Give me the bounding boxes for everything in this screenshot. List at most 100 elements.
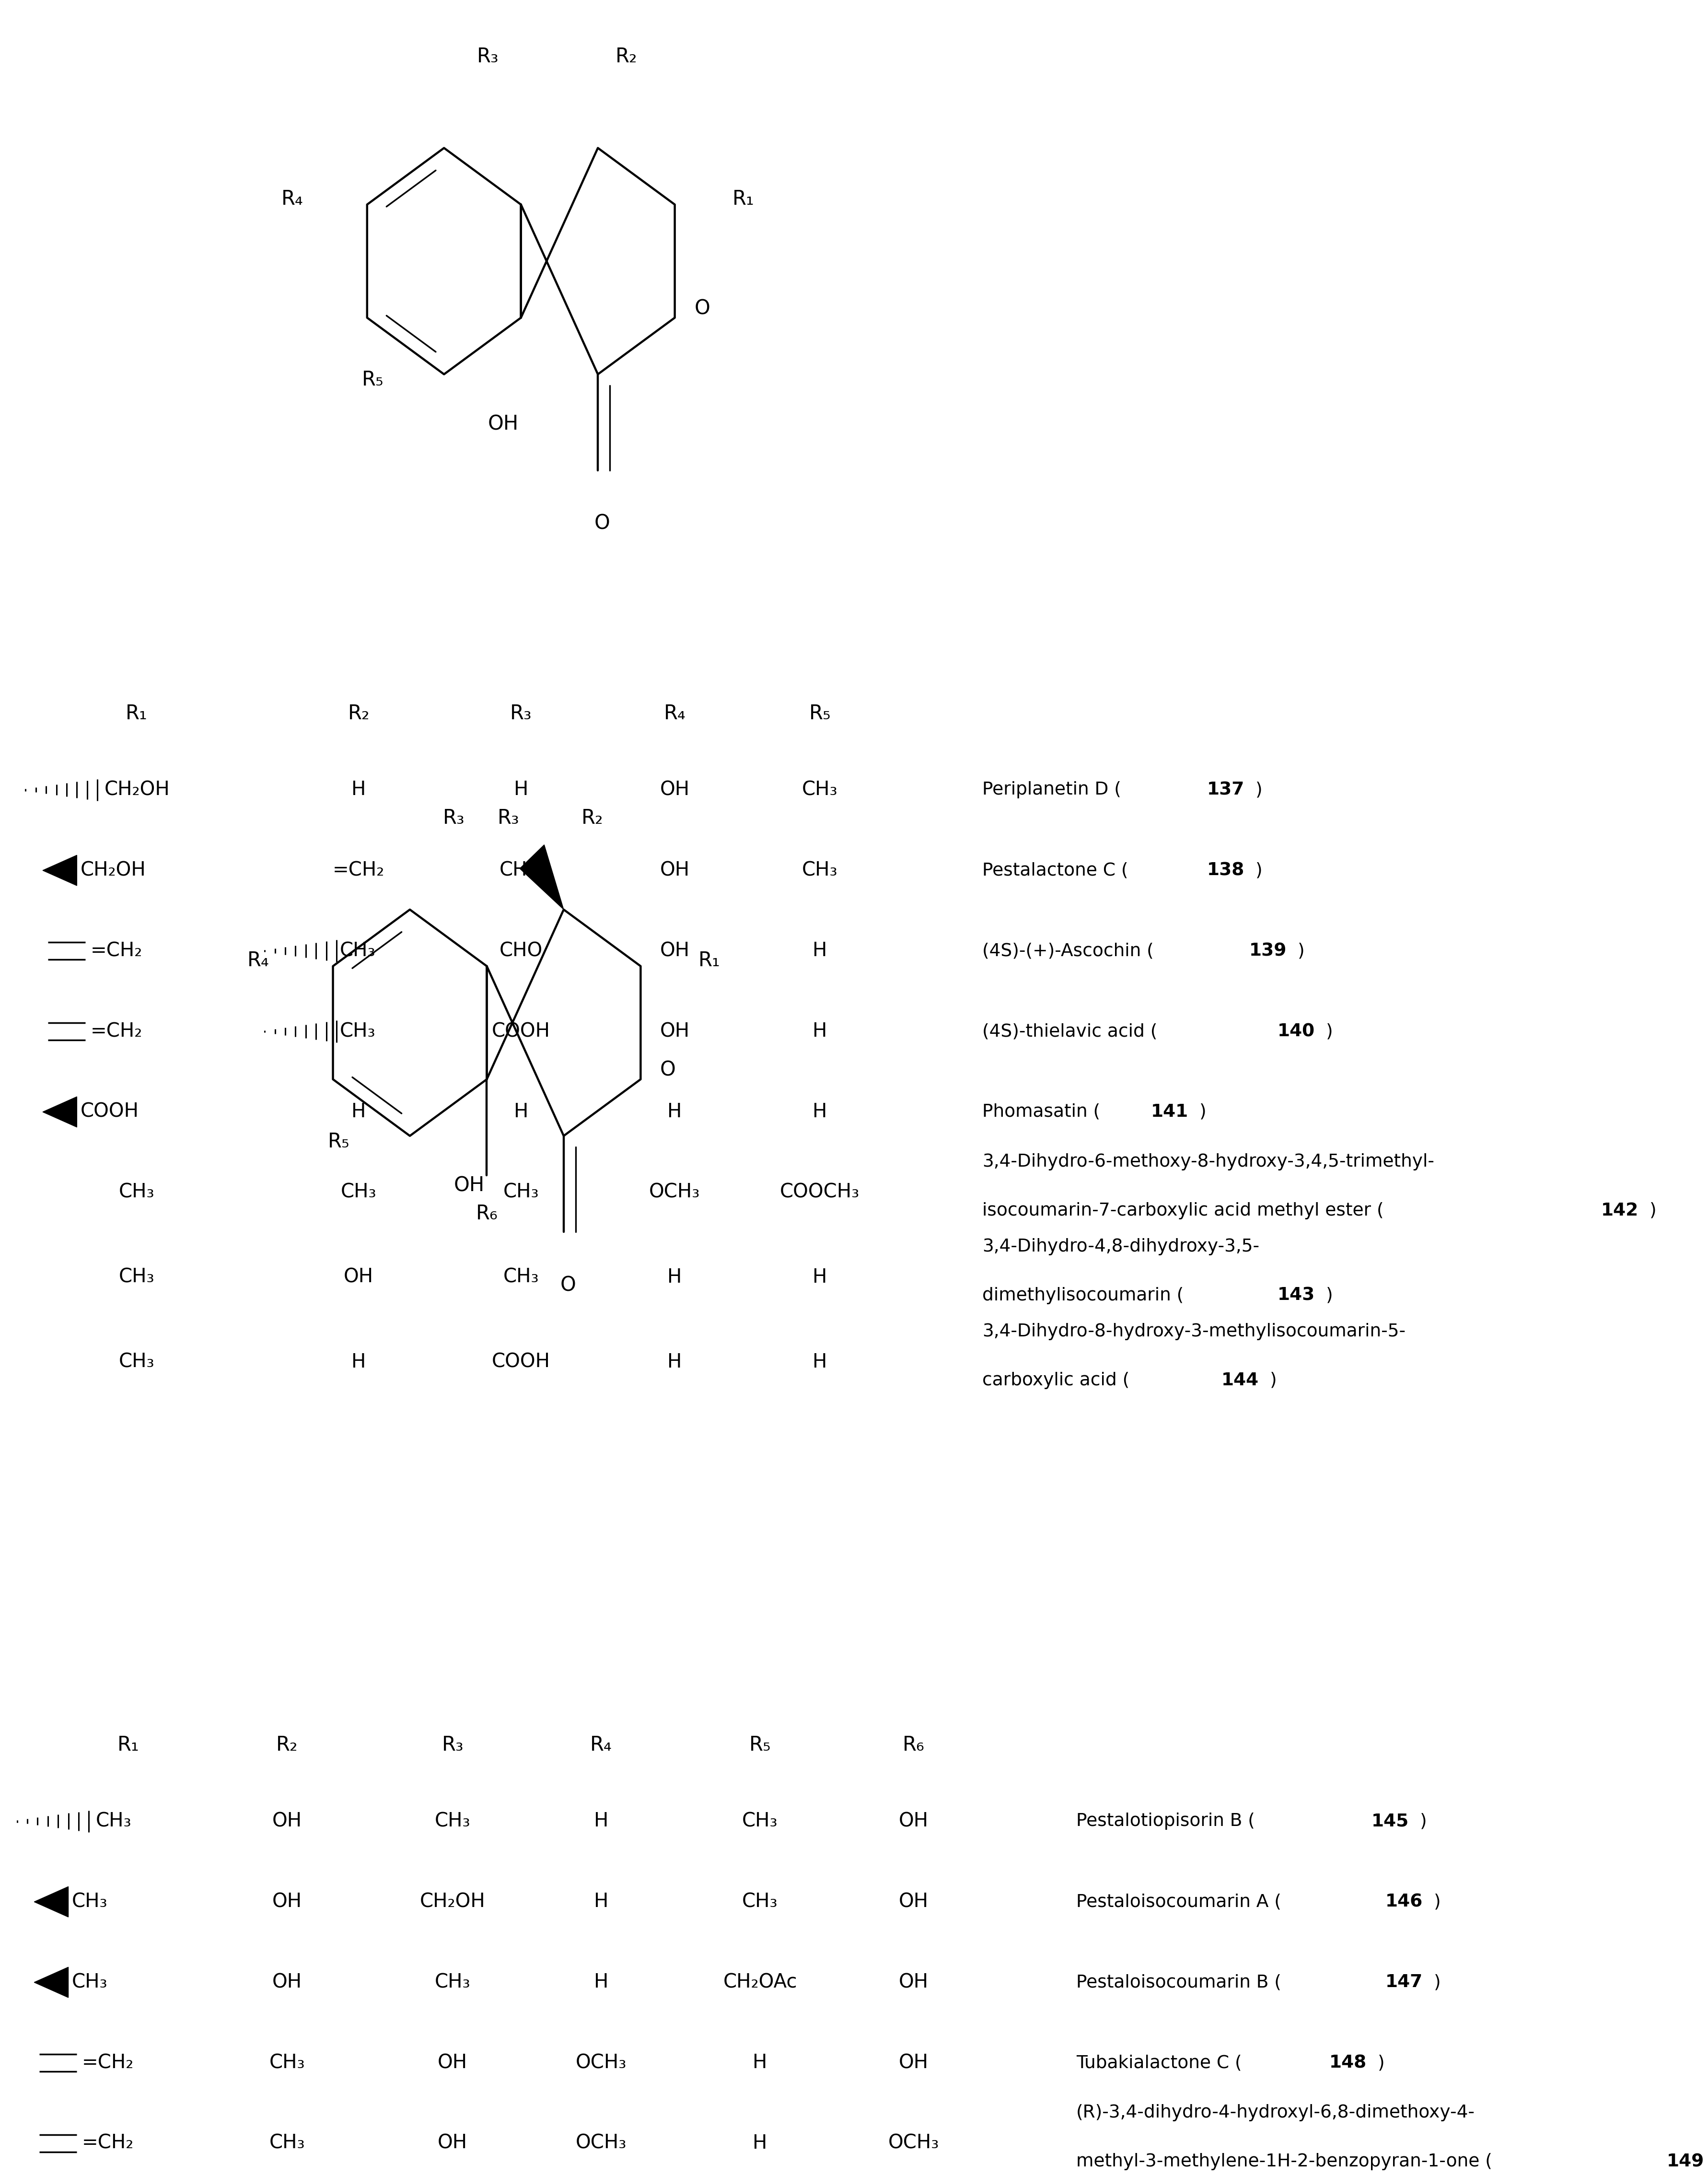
Text: OCH₃: OCH₃: [649, 1184, 700, 1201]
Text: R₆: R₆: [477, 1203, 497, 1223]
Text: H: H: [668, 1103, 681, 1121]
Text: ): ): [1435, 1893, 1442, 1911]
Text: ): ): [1255, 862, 1262, 879]
Text: H: H: [813, 1103, 827, 1121]
Text: CH₂OH: CH₂OH: [80, 862, 145, 879]
Text: H: H: [514, 781, 528, 799]
Polygon shape: [43, 1097, 77, 1127]
Text: OH: OH: [659, 1023, 690, 1040]
Polygon shape: [34, 1887, 68, 1917]
Text: COOH: COOH: [492, 1023, 550, 1040]
Text: H: H: [668, 1353, 681, 1371]
Text: COOH: COOH: [80, 1103, 138, 1121]
Text: ): ): [1650, 1201, 1657, 1219]
Text: H: H: [352, 1103, 366, 1121]
Text: R₃: R₃: [477, 46, 499, 67]
Text: H: H: [813, 942, 827, 960]
Text: R₁: R₁: [699, 951, 721, 970]
Text: ): ): [1269, 1371, 1278, 1388]
Text: OH: OH: [437, 2054, 468, 2072]
Text: 137: 137: [1208, 781, 1245, 799]
Text: CH₃: CH₃: [504, 1184, 538, 1201]
Polygon shape: [43, 855, 77, 886]
Text: CH₃: CH₃: [342, 1184, 376, 1201]
Text: CH₃: CH₃: [340, 942, 376, 960]
Text: R₅: R₅: [810, 703, 830, 725]
Text: H: H: [813, 1353, 827, 1371]
Text: R₂: R₂: [615, 46, 637, 67]
Text: COOH: COOH: [492, 1353, 550, 1371]
Text: Pestalactone C (: Pestalactone C (: [982, 862, 1127, 879]
Text: CH₃: CH₃: [743, 1893, 777, 1911]
Text: 143: 143: [1278, 1286, 1315, 1303]
Text: 146: 146: [1385, 1893, 1423, 1911]
Text: R₄: R₄: [248, 951, 268, 970]
Text: CH₃: CH₃: [96, 1813, 132, 1830]
Text: R₃: R₃: [511, 703, 531, 725]
Text: R₁: R₁: [118, 1734, 138, 1756]
Text: Pestaloisocoumarin B (: Pestaloisocoumarin B (: [1076, 1974, 1281, 1991]
Text: 145: 145: [1372, 1813, 1409, 1830]
Text: OH: OH: [898, 1893, 929, 1911]
Text: CHO: CHO: [499, 942, 543, 960]
Text: CH₃: CH₃: [436, 1974, 470, 1991]
Text: H: H: [352, 1353, 366, 1371]
Text: ): ): [1298, 942, 1305, 960]
Text: OCH₃: OCH₃: [576, 2054, 627, 2072]
Text: H: H: [813, 1269, 827, 1286]
Text: OH: OH: [437, 2135, 468, 2152]
Text: carboxylic acid (: carboxylic acid (: [982, 1371, 1129, 1388]
Polygon shape: [519, 844, 564, 910]
Text: R₃: R₃: [442, 807, 465, 829]
Text: H: H: [753, 2054, 767, 2072]
Text: OH: OH: [488, 413, 519, 433]
Text: 138: 138: [1208, 862, 1245, 879]
Text: 140: 140: [1278, 1023, 1315, 1040]
Polygon shape: [34, 1967, 68, 1998]
Text: CH₂OAc: CH₂OAc: [722, 1974, 798, 1991]
Text: ): ): [1419, 1813, 1426, 1830]
Text: R₆: R₆: [904, 1734, 924, 1756]
Text: CHO: CHO: [499, 862, 543, 879]
Text: CH₃: CH₃: [120, 1184, 154, 1201]
Text: CH₃: CH₃: [504, 1269, 538, 1286]
Text: H: H: [352, 781, 366, 799]
Text: OCH₃: OCH₃: [888, 2135, 939, 2152]
Text: H: H: [753, 2135, 767, 2152]
Text: R₂: R₂: [277, 1734, 297, 1756]
Text: H: H: [813, 1023, 827, 1040]
Text: =CH₂: =CH₂: [82, 2054, 133, 2072]
Text: R₃: R₃: [497, 807, 519, 829]
Text: R₃: R₃: [442, 1734, 463, 1756]
Text: H: H: [514, 1103, 528, 1121]
Text: H: H: [594, 1974, 608, 1991]
Text: OH: OH: [659, 781, 690, 799]
Text: OH: OH: [343, 1269, 374, 1286]
Text: CH₃: CH₃: [270, 2054, 304, 2072]
Text: OH: OH: [454, 1175, 485, 1195]
Text: O: O: [661, 1060, 676, 1079]
Text: =CH₂: =CH₂: [82, 2135, 133, 2152]
Text: ): ): [1255, 781, 1262, 799]
Text: R₅: R₅: [362, 370, 384, 390]
Text: Pestaloisocoumarin A (: Pestaloisocoumarin A (: [1076, 1893, 1281, 1911]
Text: 142: 142: [1600, 1201, 1638, 1219]
Text: 3,4-Dihydro-8-hydroxy-3-methylisocoumarin-5-: 3,4-Dihydro-8-hydroxy-3-methylisocoumari…: [982, 1323, 1406, 1340]
Text: OH: OH: [272, 1893, 302, 1911]
Text: H: H: [668, 1269, 681, 1286]
Text: (R)-3,4-dihydro-4-hydroxyl-6,8-dimethoxy-4-: (R)-3,4-dihydro-4-hydroxyl-6,8-dimethoxy…: [1076, 2104, 1476, 2122]
Text: R₂: R₂: [581, 807, 603, 829]
Text: Phomasatin (: Phomasatin (: [982, 1103, 1100, 1121]
Text: R₁: R₁: [126, 703, 147, 725]
Text: =CH₂: =CH₂: [91, 1023, 142, 1040]
Text: (4S)-thielavic acid (: (4S)-thielavic acid (: [982, 1023, 1158, 1040]
Text: R₁: R₁: [733, 189, 755, 209]
Text: (4S)-(+)-Ascochin (: (4S)-(+)-Ascochin (: [982, 942, 1153, 960]
Text: CH₂OH: CH₂OH: [104, 781, 169, 799]
Text: CH₃: CH₃: [120, 1269, 154, 1286]
Text: H: H: [594, 1813, 608, 1830]
Text: Pestalotiopisorin B (: Pestalotiopisorin B (: [1076, 1813, 1255, 1830]
Text: OH: OH: [659, 942, 690, 960]
Text: R₅: R₅: [328, 1132, 350, 1151]
Text: O: O: [594, 514, 610, 533]
